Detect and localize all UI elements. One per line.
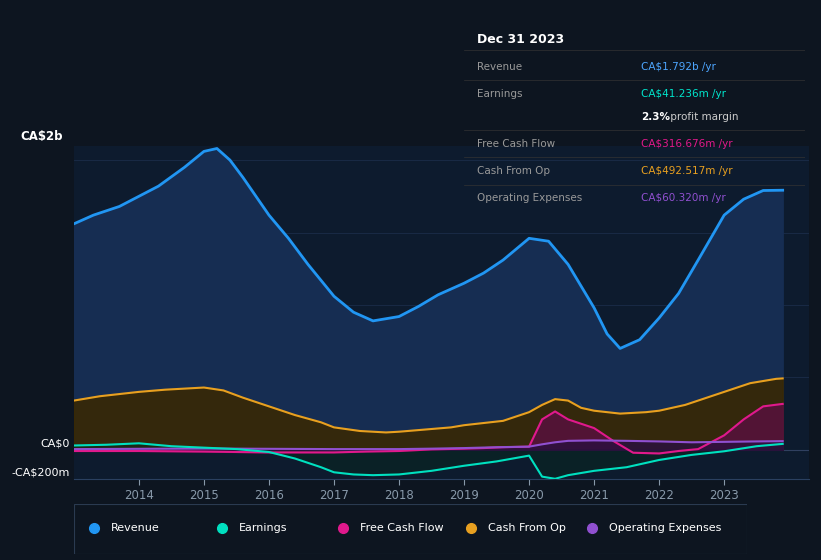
Text: 2.3%: 2.3%: [641, 112, 670, 122]
Text: Free Cash Flow: Free Cash Flow: [360, 523, 443, 533]
Text: CA$2b: CA$2b: [21, 130, 63, 143]
Text: Revenue: Revenue: [478, 62, 523, 72]
Text: Free Cash Flow: Free Cash Flow: [478, 139, 556, 149]
Text: CA$492.517m /yr: CA$492.517m /yr: [641, 166, 732, 176]
Text: Cash From Op: Cash From Op: [478, 166, 551, 176]
Text: CA$0: CA$0: [40, 438, 70, 449]
Text: Operating Expenses: Operating Expenses: [478, 193, 583, 203]
Text: Revenue: Revenue: [111, 523, 159, 533]
Text: Cash From Op: Cash From Op: [488, 523, 566, 533]
Text: Earnings: Earnings: [478, 89, 523, 99]
Text: CA$316.676m /yr: CA$316.676m /yr: [641, 139, 732, 149]
Text: profit margin: profit margin: [667, 112, 738, 122]
Text: CA$41.236m /yr: CA$41.236m /yr: [641, 89, 726, 99]
Text: CA$60.320m /yr: CA$60.320m /yr: [641, 193, 726, 203]
Text: Operating Expenses: Operating Expenses: [609, 523, 722, 533]
Text: Earnings: Earnings: [239, 523, 287, 533]
Text: Dec 31 2023: Dec 31 2023: [478, 33, 565, 46]
Text: -CA$200m: -CA$200m: [11, 468, 70, 478]
Text: CA$1.792b /yr: CA$1.792b /yr: [641, 62, 716, 72]
